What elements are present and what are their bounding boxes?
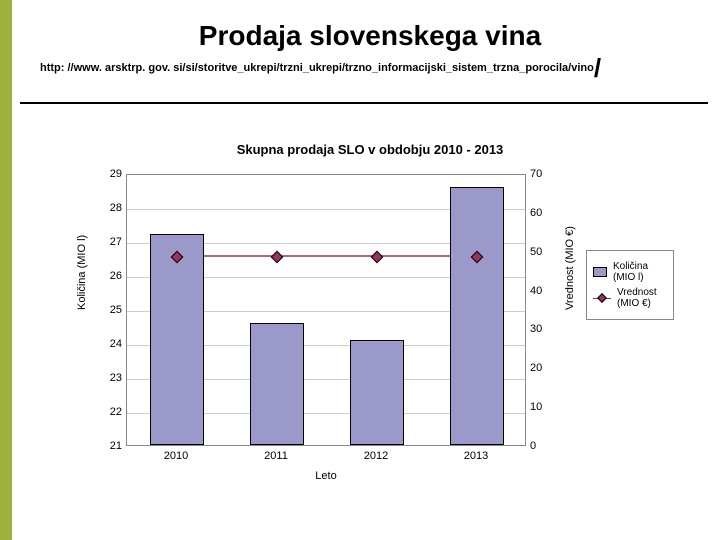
plot-area — [126, 174, 526, 446]
source-url: http: //www. arsktrp. gov. si/si/storitv… — [40, 62, 700, 74]
y-tick-right: 10 — [530, 401, 554, 413]
y-tick-left: 23 — [98, 372, 122, 384]
legend-swatch-bar — [593, 267, 607, 277]
legend-label-bar: Količina (MIO l) — [613, 261, 667, 283]
y-tick-right: 30 — [530, 323, 554, 335]
source-slash: / — [594, 53, 601, 83]
legend-item-bar: Količina (MIO l) — [593, 261, 667, 283]
legend-item-line: Vrednost (MIO €) — [593, 287, 667, 309]
y-tick-left: 22 — [98, 406, 122, 418]
x-tick: 2012 — [364, 450, 388, 462]
bar — [350, 340, 404, 445]
accent-strip — [0, 0, 12, 540]
x-tick: 2010 — [164, 450, 188, 462]
legend-swatch-line — [593, 293, 611, 303]
title-block: Prodaja slovenskega vina http: //www. ar… — [40, 20, 700, 74]
y-tick-right: 50 — [530, 246, 554, 258]
x-tick: 2013 — [464, 450, 488, 462]
y-tick-right: 0 — [530, 440, 554, 452]
y-tick-left: 29 — [98, 168, 122, 180]
y-tick-right: 20 — [530, 362, 554, 374]
page-title: Prodaja slovenskega vina — [40, 20, 700, 52]
y-tick-right: 40 — [530, 285, 554, 297]
y-axis-label-left: Količina (MIO l) — [76, 235, 88, 310]
y-tick-right: 60 — [530, 207, 554, 219]
bar — [250, 323, 304, 445]
legend-label-line: Vrednost (MIO €) — [617, 287, 667, 309]
y-tick-right: 70 — [530, 168, 554, 180]
y-tick-left: 26 — [98, 270, 122, 282]
y-tick-left: 27 — [98, 236, 122, 248]
y-axis-label-right: Vrednost (MIO €) — [564, 226, 576, 310]
y-tick-left: 28 — [98, 202, 122, 214]
bar — [450, 187, 504, 445]
line-marker — [271, 250, 284, 263]
y-tick-left: 25 — [98, 304, 122, 316]
y-tick-left: 21 — [98, 440, 122, 452]
x-axis-label: Leto — [126, 470, 526, 482]
title-underline — [20, 102, 708, 104]
y-tick-left: 24 — [98, 338, 122, 350]
legend: Količina (MIO l) Vrednost (MIO €) — [586, 250, 674, 320]
line-marker — [371, 250, 384, 263]
x-tick: 2011 — [264, 450, 288, 462]
chart-title: Skupna prodaja SLO v obdobju 2010 - 2013 — [60, 130, 680, 165]
chart-container: Skupna prodaja SLO v obdobju 2010 - 2013… — [60, 130, 680, 500]
source-text: http: //www. arsktrp. gov. si/si/storitv… — [40, 62, 594, 74]
bar — [150, 234, 204, 445]
